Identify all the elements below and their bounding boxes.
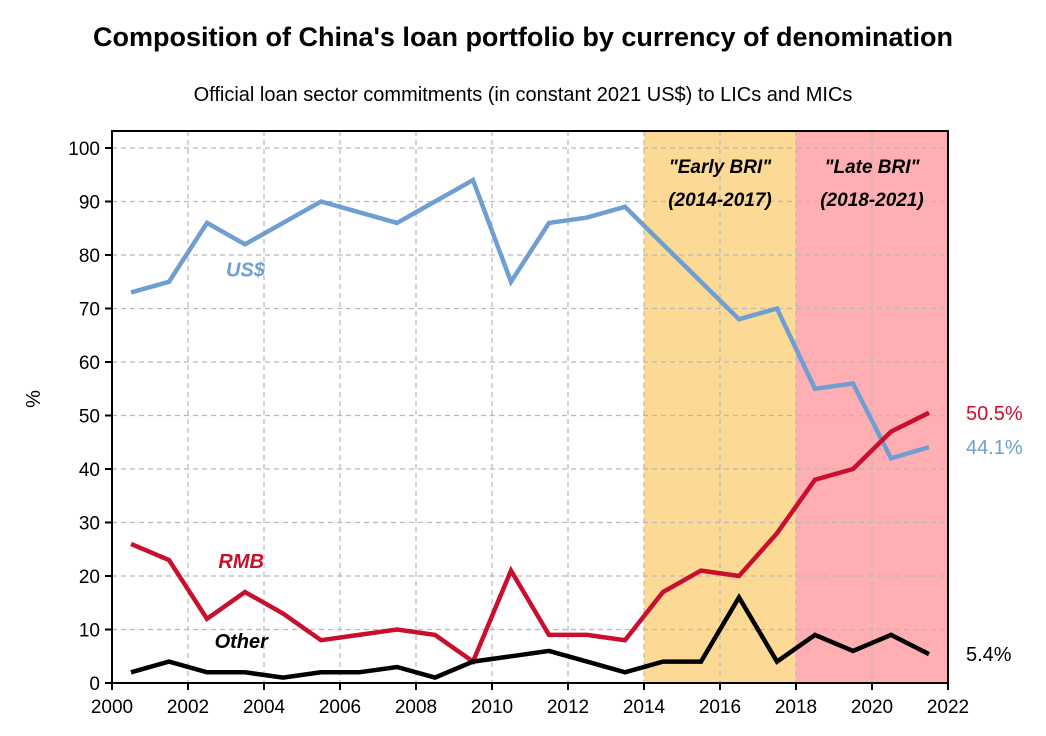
series-lines	[130, 176, 931, 680]
y-tick-label: 70	[79, 300, 100, 321]
series-line-us	[130, 176, 930, 461]
y-tick-label: 80	[79, 246, 100, 267]
y-tick-label: 60	[79, 353, 100, 374]
period-label-line2: (2018-2021)	[820, 190, 924, 211]
y-axis-label: %	[23, 390, 45, 408]
y-tick-label: 40	[79, 460, 100, 481]
x-tick-label: 2006	[319, 697, 361, 718]
y-tick-label: 90	[79, 193, 100, 214]
y-tick-label: 100	[68, 139, 100, 160]
y-tick-label: 30	[79, 514, 100, 535]
x-tick-label: 2010	[471, 697, 513, 718]
x-tick-label: 2012	[547, 697, 589, 718]
series-line-rmb	[130, 410, 930, 666]
x-tick-label: 2004	[243, 697, 286, 718]
series-line-other	[130, 592, 931, 680]
chart-subtitle: Official loan sector commitments (in con…	[193, 84, 853, 106]
labels: "Early BRI" (2014-2017) "Late BRI" (2018-20…	[215, 157, 1023, 666]
x-tick-label: 2000	[91, 697, 133, 718]
x-tick-label: 2018	[775, 697, 817, 718]
chart-title: Composition of China's loan portfolio by…	[93, 22, 953, 52]
period-label-line2: (2014-2017)	[668, 190, 772, 211]
period-label-line1: "Early BRI"	[669, 157, 772, 178]
plot-frame	[111, 130, 949, 684]
y-tick-label: 20	[79, 567, 100, 588]
series-label-other: Other	[215, 631, 270, 653]
series-label-rmb: RMB	[218, 551, 264, 573]
series-label-us: US$	[226, 259, 266, 281]
end-value-label-other: 5.4%	[966, 644, 1012, 666]
x-tick-label: 2022	[927, 697, 969, 718]
grid-lines	[112, 131, 948, 683]
axes: 0 10 20 30 40 50 60 70 80 90 100 2000 2002 2004 2006 20…	[23, 130, 969, 718]
period-label-line1: "Late BRI"	[824, 157, 920, 178]
x-tick-label: 2020	[851, 697, 893, 718]
x-tick-label: 2002	[167, 697, 209, 718]
x-tick-label: 2016	[699, 697, 741, 718]
end-value-label-us: 44.1%	[966, 437, 1023, 459]
y-tick-label: 10	[79, 621, 100, 642]
y-tick-label: 50	[79, 407, 100, 428]
x-tick-label: 2008	[395, 697, 437, 718]
y-tick-label: 0	[89, 674, 100, 695]
end-value-label-rmb: 50.5%	[966, 403, 1023, 425]
x-tick-label: 2014	[623, 697, 666, 718]
